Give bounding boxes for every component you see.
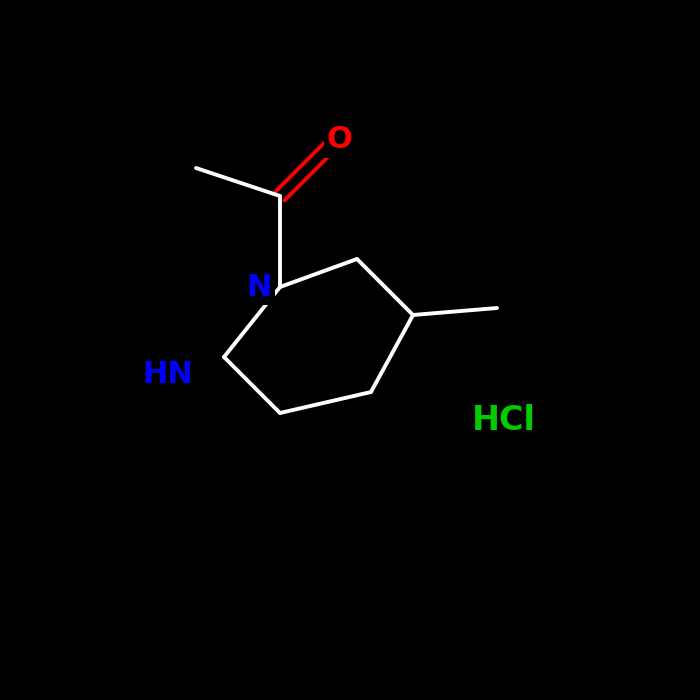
Text: O: O bbox=[327, 125, 352, 155]
Text: HN: HN bbox=[143, 360, 193, 389]
Text: N: N bbox=[246, 272, 272, 302]
Text: N: N bbox=[246, 272, 272, 302]
Text: O: O bbox=[327, 125, 352, 155]
Text: HCl: HCl bbox=[472, 403, 536, 437]
Text: HN: HN bbox=[143, 360, 193, 389]
